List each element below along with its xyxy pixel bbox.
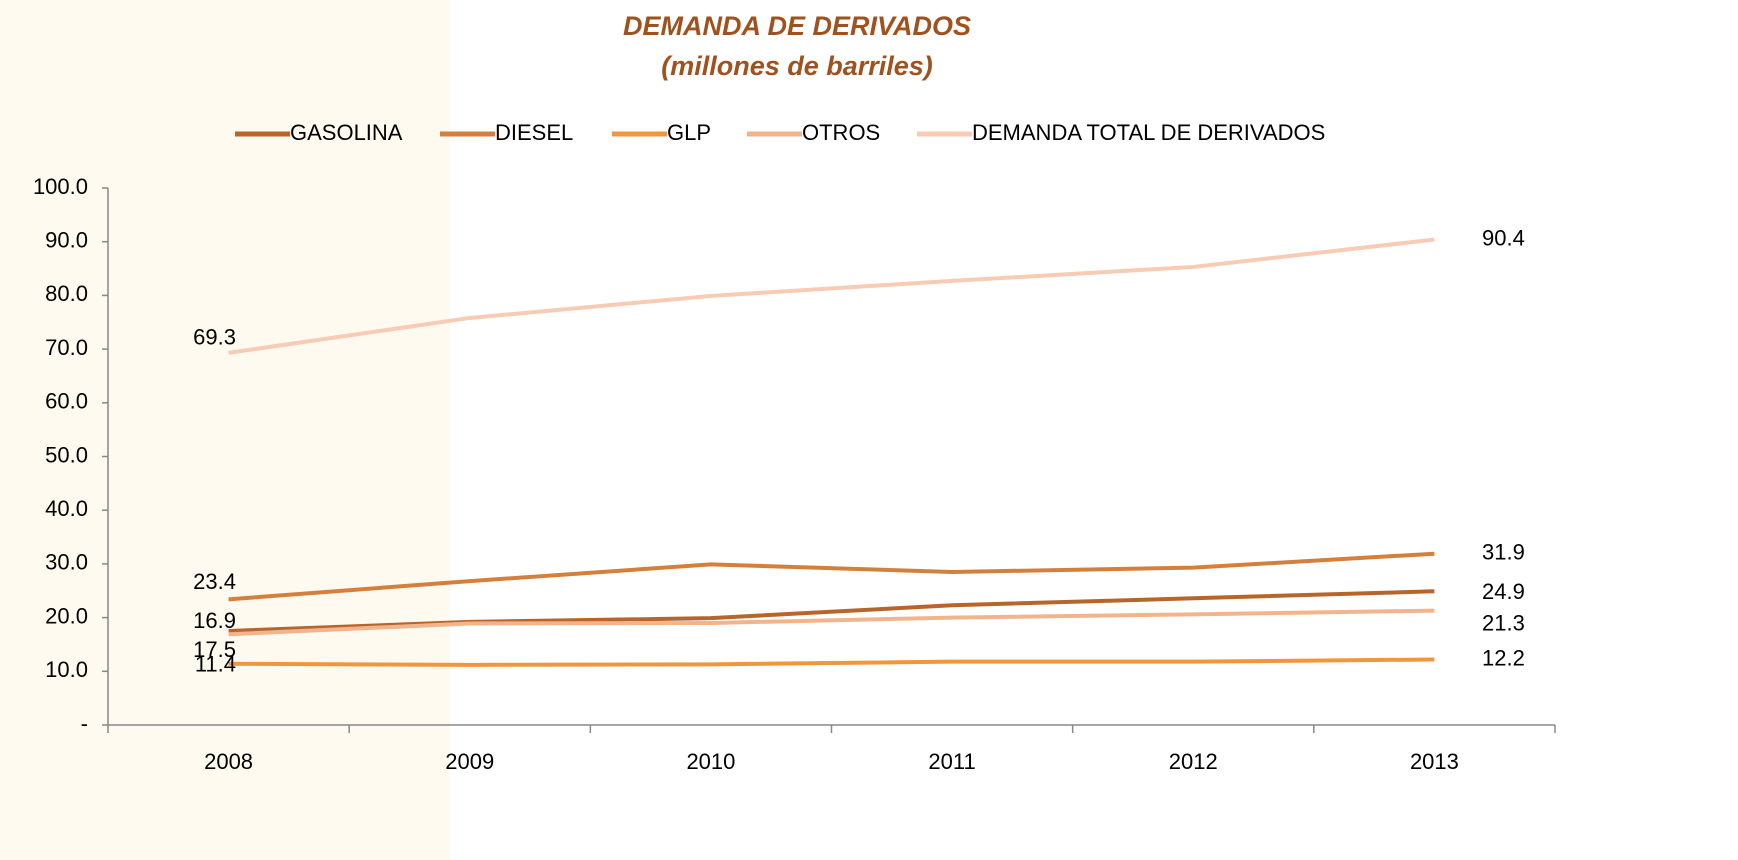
x-tick-label: 2011 (928, 749, 975, 774)
x-tick-label: 2008 (204, 749, 253, 774)
y-tick-label: 70.0 (45, 335, 88, 360)
data-label: 90.4 (1482, 225, 1525, 250)
x-tick-label: 2012 (1169, 749, 1218, 774)
series-line (228, 608, 1435, 637)
series-line (228, 657, 1435, 667)
chart-title: DEMANDA DE DERIVADOS (623, 11, 971, 41)
y-tick-label: - (81, 711, 88, 736)
data-label: 12.2 (1482, 645, 1525, 670)
data-label: 16.9 (193, 608, 236, 633)
data-label: 11.4 (195, 652, 236, 677)
y-tick-label: 30.0 (45, 550, 88, 575)
x-tick-label: 2009 (445, 749, 494, 774)
data-label: 21.3 (1482, 610, 1525, 635)
x-tick-label: 2010 (686, 749, 735, 774)
y-tick-label: 40.0 (45, 496, 88, 521)
y-tick-label: 90.0 (45, 228, 88, 253)
legend-label: OTROS (802, 120, 880, 145)
legend-label: GASOLINA (290, 120, 403, 145)
series-line (228, 237, 1435, 355)
x-tick-label: 2013 (1410, 749, 1459, 774)
y-tick-label: 100.0 (33, 174, 88, 199)
y-tick-label: 20.0 (45, 603, 88, 628)
legend-label: GLP (667, 120, 711, 145)
data-label: 17.5 (193, 637, 236, 662)
y-tick-label: 50.0 (45, 442, 88, 467)
data-label: 31.9 (1482, 540, 1525, 565)
data-label: 69.3 (193, 325, 236, 350)
data-label: 23.4 (193, 569, 236, 594)
chart-subtitle: (millones de barriles) (661, 51, 933, 81)
legend-label: DEMANDA TOTAL DE DERIVADOS (972, 120, 1325, 145)
series-line (228, 551, 1435, 602)
y-tick-label: 60.0 (45, 389, 88, 414)
y-tick-label: 80.0 (45, 281, 88, 306)
data-label: 24.9 (1482, 579, 1525, 604)
y-tick-label: 10.0 (45, 657, 88, 682)
legend-label: DIESEL (495, 120, 573, 145)
background-decoration (0, 0, 450, 860)
